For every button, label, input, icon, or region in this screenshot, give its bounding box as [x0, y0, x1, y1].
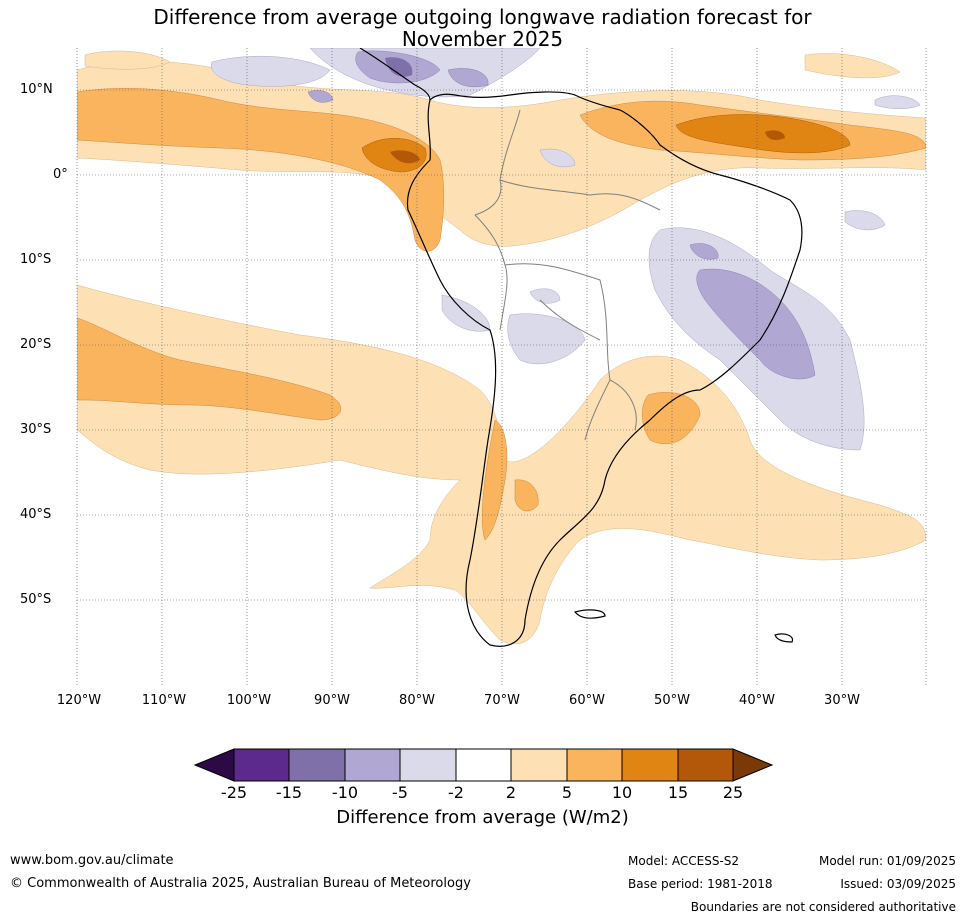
lat-label-40s: 40°S	[20, 507, 52, 522]
colorbar-tick: -10	[331, 783, 359, 802]
colorbar-bin-5	[455, 748, 512, 782]
colorbar-bin-1	[233, 748, 290, 782]
colorbar	[193, 748, 774, 782]
colorbar-bin-2	[288, 748, 346, 782]
colorbar-bin-3	[344, 748, 401, 782]
country-borders	[474, 109, 661, 441]
colorbar-tick: -15	[275, 783, 303, 802]
colorbar-tick: 25	[722, 783, 744, 802]
lat-label-50s: 50°S	[20, 592, 52, 607]
map-title-line2: November 2025	[401, 27, 564, 51]
colorbar-extend-low	[193, 748, 235, 782]
colorbar-tick: 5	[561, 783, 573, 802]
anomaly-fields	[77, 48, 926, 645]
footer-disclaimer: Boundaries are not considered authoritat…	[690, 900, 956, 914]
lon-label-30w: 30°W	[824, 693, 860, 708]
colorbar-tick: -25	[220, 783, 248, 802]
map-title-line1: Difference from average outgoing longwav…	[153, 5, 812, 29]
colorbar-bin-4	[399, 748, 457, 782]
colorbar-tick: 15	[667, 783, 689, 802]
lat-label-0: 0°	[53, 167, 68, 182]
lon-label-120w: 120°W	[56, 693, 102, 708]
lon-label-80w: 80°W	[399, 693, 435, 708]
lon-label-70w: 70°W	[484, 693, 520, 708]
lat-label-10s: 10°S	[20, 252, 52, 267]
lon-label-50w: 50°W	[654, 693, 690, 708]
lon-label-100w: 100°W	[226, 693, 272, 708]
anomaly-band-neg10-neg5	[696, 268, 816, 380]
colorbar-tick: -2	[448, 783, 464, 802]
lon-label-90w: 90°W	[314, 693, 350, 708]
footer-model: Model: ACCESS-S2	[628, 854, 740, 868]
lon-label-60w: 60°W	[569, 693, 605, 708]
colorbar-tick: -5	[392, 783, 408, 802]
colorbar-tick: 2	[505, 783, 517, 802]
lat-label-20s: 20°S	[20, 337, 52, 352]
colorbar-extend-high	[732, 748, 774, 782]
footer-base-period: Base period: 1981-2018	[628, 877, 773, 891]
colorbar-tick: 10	[611, 783, 633, 802]
coastline	[359, 48, 803, 647]
colorbar-bin-8	[621, 748, 679, 782]
colorbar-title: Difference from average (W/m2)	[336, 807, 629, 828]
anomaly-band-neg5-neg2	[210, 55, 331, 87]
footer-website: www.bom.gov.au/climate	[10, 853, 174, 868]
lat-label-10n: 10°N	[20, 82, 53, 97]
lon-label-110w: 110°W	[141, 693, 187, 708]
footer-model-run: Model run: 01/09/2025	[818, 854, 956, 868]
colorbar-bin-7	[566, 748, 623, 782]
colorbar-bin-6	[510, 748, 568, 782]
footer-issued: Issued: 03/09/2025	[840, 877, 956, 891]
anomaly-band-5-10	[77, 88, 444, 252]
lon-label-40w: 40°W	[739, 693, 775, 708]
colorbar-bin-9	[677, 748, 734, 782]
graticule	[76, 48, 927, 686]
lat-label-30s: 30°S	[20, 422, 52, 437]
footer-copyright: © Commonwealth of Australia 2025, Austra…	[10, 876, 471, 891]
